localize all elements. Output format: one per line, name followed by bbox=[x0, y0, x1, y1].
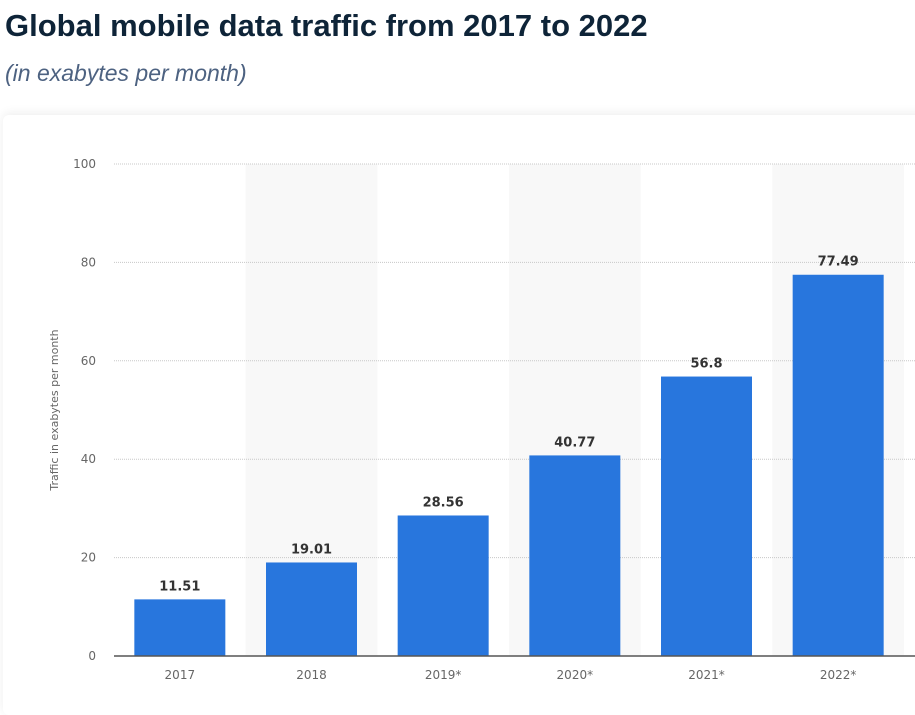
data-label: 56.8 bbox=[690, 357, 722, 372]
bar bbox=[397, 515, 489, 656]
y-tick-label: 100 bbox=[73, 157, 96, 171]
x-tick-label: 2018 bbox=[296, 668, 327, 682]
y-tick-label: 0 bbox=[88, 649, 96, 663]
y-tick-label: 20 bbox=[81, 551, 96, 565]
x-tick-label: 2021* bbox=[688, 668, 725, 682]
bar bbox=[792, 274, 884, 656]
y-tick-label: 60 bbox=[81, 354, 96, 368]
data-label: 11.51 bbox=[159, 579, 200, 594]
y-tick-label: 40 bbox=[81, 452, 96, 466]
x-tick-label: 2020* bbox=[557, 668, 594, 682]
bar bbox=[134, 599, 226, 656]
data-label: 19.01 bbox=[291, 542, 332, 557]
chart-subtitle: (in exabytes per month) bbox=[5, 60, 247, 86]
data-label: 28.56 bbox=[423, 495, 464, 510]
data-label: 77.49 bbox=[818, 255, 859, 270]
y-tick-label: 80 bbox=[81, 255, 96, 269]
y-axis-label: Traffic in exabytes per month bbox=[48, 329, 61, 491]
bar bbox=[529, 455, 621, 656]
data-label: 40.77 bbox=[554, 435, 595, 450]
chart-title: Global mobile data traffic from 2017 to … bbox=[5, 8, 648, 43]
x-tick-label: 2017 bbox=[165, 668, 196, 682]
x-tick-label: 2022* bbox=[820, 668, 857, 682]
bar bbox=[266, 562, 357, 656]
bar bbox=[661, 376, 752, 656]
x-tick-label: 2019* bbox=[425, 668, 462, 682]
